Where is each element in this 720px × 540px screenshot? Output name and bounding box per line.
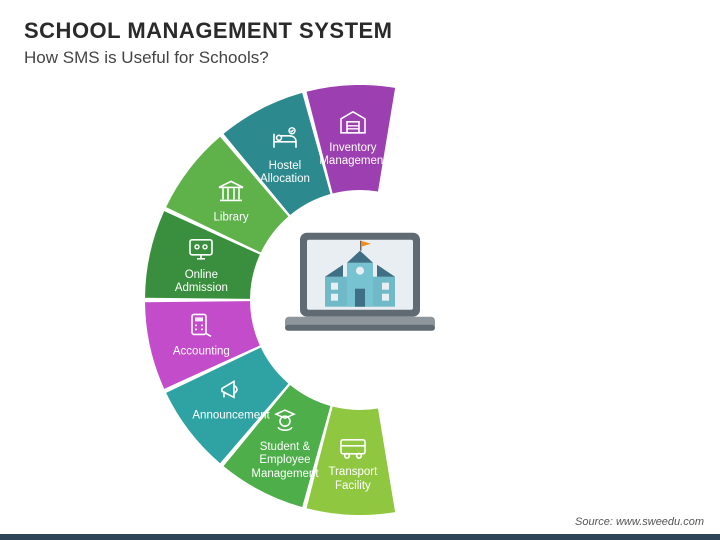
page-title: SCHOOL MANAGEMENT SYSTEM	[24, 18, 393, 44]
radial-chart: TransportFacilityStudent & EmployeeManag…	[135, 85, 585, 520]
source-credit: Source: www.sweedu.com	[575, 516, 704, 528]
laptop-school-icon	[275, 224, 445, 359]
footer-bar	[0, 534, 720, 540]
page-subtitle: How SMS is Useful for Schools?	[24, 48, 269, 68]
